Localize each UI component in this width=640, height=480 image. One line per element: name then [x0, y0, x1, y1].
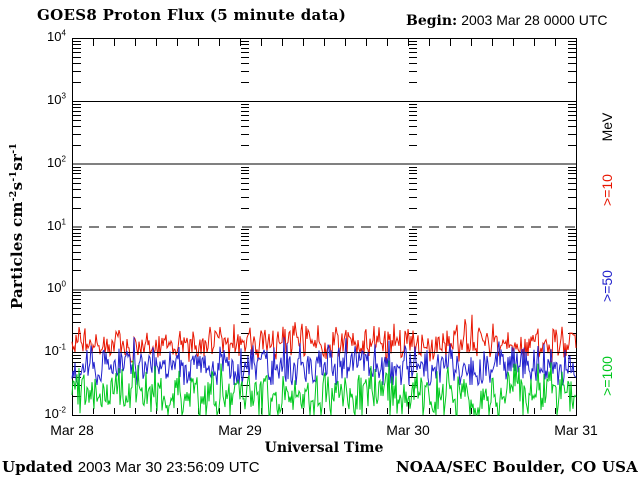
updated-timestamp: Updated 2003 Mar 30 23:56:09 UTC	[2, 458, 260, 476]
x-tick-label: Mar 29	[218, 422, 262, 438]
series-50mev	[71, 337, 577, 387]
y-tick-label: 10-1	[44, 342, 66, 359]
x-tick-label: Mar 31	[554, 422, 598, 438]
y-tick-exponent: -2	[58, 405, 66, 415]
updated-label: Updated	[2, 458, 73, 476]
y-tick-label: 104	[47, 28, 66, 44]
y-tick-exponent: 0	[61, 280, 66, 289]
y-tick-exponent: 2	[61, 154, 66, 164]
y-tick-label: 103	[47, 91, 66, 107]
y-tick-label: 102	[47, 154, 66, 170]
y-tick-exponent: 3	[61, 91, 66, 101]
y-tick-label: 10-2	[44, 405, 66, 421]
y-tick-label: 100	[47, 280, 66, 296]
updated-value: 2003 Mar 30 23:56:09 UTC	[77, 459, 260, 476]
y-axis-title-exponent: -1	[8, 170, 19, 182]
series-100mev	[71, 359, 577, 416]
page-title: GOES8 Proton Flux (5 minute data)	[37, 6, 347, 24]
series-label-50mev: >=50	[599, 270, 615, 302]
y-axis-title-exponent: -1	[8, 142, 19, 154]
x-tick-label: Mar 28	[50, 422, 94, 438]
right-axis-title: MeV	[599, 112, 615, 142]
begin-label: Begin:	[406, 13, 458, 29]
x-tick-label: Mar 30	[386, 422, 430, 438]
begin-value: 2003 Mar 28 0000 UTC	[461, 12, 608, 28]
y-axis-title-exponent: -2	[8, 190, 19, 202]
begin-timestamp: Begin: 2003 Mar 28 0000 UTC	[406, 12, 608, 29]
y-tick-exponent: -1	[58, 342, 66, 352]
series-10mev	[71, 314, 577, 363]
series-label-100mev: >=100	[599, 356, 615, 396]
series-label-10mev: >=10	[599, 174, 615, 206]
y-tick-exponent: 1	[61, 217, 66, 227]
y-tick-label: 101	[47, 217, 66, 233]
y-tick-exponent: 4	[61, 28, 66, 38]
credit-text: NOAA/SEC Boulder, CO USA	[395, 458, 638, 476]
x-axis-title: Universal Time	[264, 440, 384, 456]
